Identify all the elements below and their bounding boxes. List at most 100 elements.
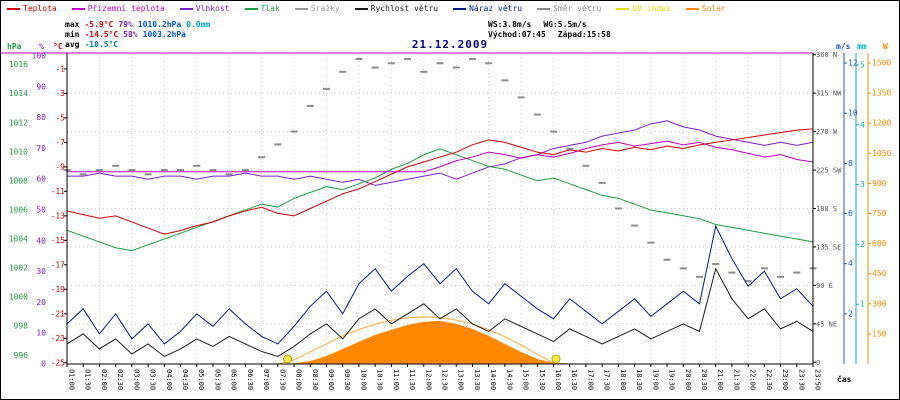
svg-text:80: 80 (36, 113, 46, 122)
svg-text:20:30: 20:30 (700, 369, 708, 390)
min-label: min (65, 30, 80, 39)
legend-label: Rychlost větru (370, 4, 439, 13)
svg-text:13:30: 13:30 (473, 369, 481, 390)
svg-text:8: 8 (848, 159, 853, 168)
legend-item-5[interactable]: Rychlost větru (354, 4, 439, 13)
axis-tick-labels: 1016101410121010100810061004100210009989… (9, 51, 892, 368)
svg-text:-9: -9 (55, 162, 65, 171)
series-rychlost (66, 267, 814, 358)
svg-text:23:50: 23:50 (814, 369, 822, 390)
svg-text:08:30: 08:30 (311, 369, 319, 390)
legend-item-6[interactable]: Náraz větru (453, 4, 522, 13)
svg-text:22:30: 22:30 (765, 369, 773, 390)
svg-text:22:00: 22:00 (749, 369, 757, 390)
svg-text:1010: 1010 (9, 147, 28, 156)
svg-text:135 SE: 135 SE (816, 243, 841, 251)
series-teplota (66, 128, 814, 235)
legend-swatch-icon (244, 7, 258, 10)
svg-text:-1: -1 (55, 64, 65, 73)
series-vlhkost (67, 120, 814, 186)
svg-text:07:00: 07:00 (262, 369, 270, 390)
legend-swatch-icon (354, 7, 368, 10)
legend-label: Srážky (310, 4, 340, 13)
legend-item-1[interactable]: Přízemní teplota (71, 4, 165, 13)
svg-text:06:00: 06:00 (230, 369, 238, 390)
x-axis-labels: 01:00 01:30 02:00 02:30 03:00 03:30 04:00 04:30… (68, 369, 822, 390)
svg-text:1014: 1014 (9, 89, 28, 98)
svg-text:20: 20 (36, 298, 46, 307)
svg-text:18:00: 18:00 (619, 369, 627, 390)
legend-label: Přízemní teplota (87, 4, 165, 13)
series (63, 57, 817, 365)
stats-row-max: max -5.9°C 79% 1010.2hPa 0.0mm (65, 20, 215, 30)
svg-text:1002: 1002 (9, 264, 28, 273)
legend: Teplota Přízemní teplota Vlhkost Tlak Srážky… (7, 4, 726, 13)
svg-text:05:00: 05:00 (197, 369, 205, 390)
max-humidity: 79% (118, 20, 133, 29)
legend-item-0[interactable]: Teplota (7, 4, 57, 13)
legend-item-2[interactable]: Vlhkost (179, 4, 230, 13)
svg-text:23:30: 23:30 (797, 369, 805, 390)
svg-text:23:00: 23:00 (781, 369, 789, 390)
avg-temp: -10.5°C (84, 40, 119, 49)
svg-text:2: 2 (860, 240, 865, 249)
stats-block: max -5.9°C 79% 1010.2hPa 0.0mm min -14.5°C 58%… (65, 20, 215, 50)
sunrise-time: Východ:07:45 (488, 30, 546, 39)
svg-text:04:00: 04:00 (165, 369, 173, 390)
svg-text:30: 30 (36, 267, 46, 276)
svg-text:315 NW: 315 NW (816, 90, 842, 98)
legend-swatch-icon (616, 7, 630, 10)
svg-text:-25: -25 (51, 358, 66, 367)
svg-text:5: 5 (860, 60, 865, 69)
sun-markers (283, 354, 561, 364)
svg-text:03:00: 03:00 (132, 369, 140, 390)
legend-swatch-icon (179, 7, 193, 10)
legend-label: Teplota (23, 4, 57, 13)
svg-text:40: 40 (36, 236, 46, 245)
svg-text:01:00: 01:00 (68, 369, 76, 390)
legend-label: Směr větru (553, 4, 602, 13)
min-humidity: 58% (123, 30, 138, 39)
sunset-marker-icon (551, 354, 561, 364)
svg-text:05:30: 05:30 (213, 369, 221, 390)
svg-text:1016: 1016 (9, 60, 28, 69)
svg-text:90 E: 90 E (816, 282, 833, 290)
min-pressure: 1003.2hPa (142, 30, 186, 39)
svg-text:45 NE: 45 NE (816, 320, 837, 328)
stats-row-avg: avg -10.5°C (65, 40, 215, 50)
legend-item-9[interactable]: Solar (685, 4, 726, 13)
legend-item-3[interactable]: Tlak (244, 4, 280, 13)
legend-label: Vlhkost (195, 4, 230, 13)
legend-swatch-icon (71, 7, 85, 10)
legend-swatch-icon (7, 7, 20, 10)
svg-text:21:00: 21:00 (716, 369, 724, 390)
svg-text:-19: -19 (51, 285, 66, 294)
svg-text:13:00: 13:00 (457, 369, 465, 390)
legend-item-4[interactable]: Srážky (294, 4, 340, 13)
svg-text:1008: 1008 (9, 176, 28, 185)
svg-text:10:30: 10:30 (376, 369, 384, 390)
svg-text:100: 100 (32, 52, 47, 61)
svg-text:998: 998 (14, 322, 29, 331)
svg-text:08:00: 08:00 (295, 369, 303, 390)
svg-text:07:30: 07:30 (278, 369, 286, 390)
svg-text:W: W (883, 42, 888, 51)
svg-text:19:30: 19:30 (668, 369, 676, 390)
svg-text:1050: 1050 (872, 149, 891, 158)
max-label: max (65, 20, 80, 29)
svg-text:09:30: 09:30 (343, 369, 351, 390)
svg-text:16:30: 16:30 (570, 369, 578, 390)
legend-swatch-icon (453, 7, 467, 10)
sunset-time: Západ:15:58 (557, 30, 611, 39)
stats-row-min: min -14.5°C 58% 1003.2hPa (65, 30, 215, 40)
legend-item-7[interactable]: Směr větru (537, 4, 601, 13)
svg-text:11:00: 11:00 (392, 369, 400, 390)
svg-text:12:30: 12:30 (441, 369, 449, 390)
svg-text:-15: -15 (51, 236, 66, 245)
legend-item-8[interactable]: UV index (616, 4, 671, 13)
svg-text:1: 1 (860, 300, 865, 309)
svg-text:225 SW: 225 SW (816, 167, 842, 175)
svg-text:-5: -5 (55, 113, 65, 122)
